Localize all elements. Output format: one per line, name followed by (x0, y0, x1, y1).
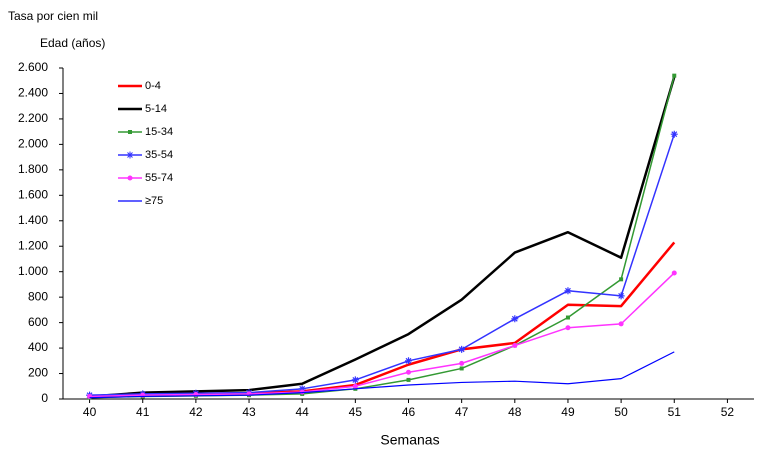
legend-label: 0-4 (145, 80, 161, 92)
point (352, 383, 358, 389)
point (672, 73, 677, 78)
y-tick-label: 0 (41, 391, 48, 405)
series-line (89, 272, 675, 398)
x-tick-label: 41 (136, 405, 150, 419)
legend-label: 35-54 (145, 149, 173, 161)
legend-label: 15-34 (145, 126, 173, 138)
y-tick-label: 200 (28, 366, 48, 380)
y-tick-label: 1.400 (18, 213, 48, 227)
legend-label: ≥75 (145, 195, 163, 207)
series-line (89, 75, 675, 399)
point (565, 315, 570, 320)
y-tick-label: 2.400 (18, 86, 48, 100)
y-axis-title: Tasa por cien mil (8, 9, 98, 23)
x-tick-label: 45 (349, 405, 363, 419)
point (406, 377, 411, 382)
point (565, 325, 571, 331)
legend-label: 55-74 (145, 172, 173, 184)
y-tick-label: 2.000 (18, 137, 48, 151)
y-tick-label: 400 (28, 340, 48, 354)
y-tick-label: 1.000 (18, 264, 48, 278)
y-tick-label: 2.600 (18, 60, 48, 74)
x-axis-title: Semanas (380, 432, 439, 448)
point (511, 315, 519, 323)
legend-title: Edad (años) (40, 36, 105, 50)
x-tick-label: 44 (296, 405, 310, 419)
series-line (89, 76, 676, 398)
point (564, 287, 572, 295)
legend-marker (127, 175, 133, 181)
point (459, 366, 464, 371)
y-tick-label: 1.800 (18, 162, 48, 176)
x-tick-label: 51 (668, 405, 682, 419)
x-tick-label: 47 (455, 405, 469, 419)
point (670, 130, 678, 138)
point (298, 385, 306, 393)
y-tick-label: 1.600 (18, 187, 48, 201)
legend-marker (128, 130, 132, 134)
x-tick-label: 46 (402, 405, 416, 419)
point (619, 277, 624, 282)
y-tick-label: 600 (28, 315, 48, 329)
x-tick-label: 50 (614, 405, 628, 419)
x-tick-label: 49 (561, 405, 575, 419)
point (458, 345, 466, 353)
x-tick-label: 48 (508, 405, 522, 419)
point (351, 376, 359, 384)
legend-marker (126, 151, 134, 159)
y-tick-label: 1.200 (18, 238, 48, 252)
series-line (89, 241, 676, 399)
x-tick-label: 52 (721, 405, 735, 419)
y-tick-label: 2.200 (18, 111, 48, 125)
point (617, 292, 625, 300)
point (459, 360, 465, 366)
x-tick-label: 42 (189, 405, 203, 419)
x-tick-label: 40 (83, 405, 97, 419)
point (406, 369, 411, 375)
x-tick-label: 43 (242, 405, 256, 419)
y-tick-label: 800 (28, 289, 48, 303)
legend-label: 5-14 (145, 103, 167, 115)
series-line (89, 133, 675, 396)
point (671, 270, 677, 276)
series-line (89, 351, 675, 399)
point (512, 343, 518, 349)
point (405, 357, 412, 365)
point (618, 321, 624, 327)
